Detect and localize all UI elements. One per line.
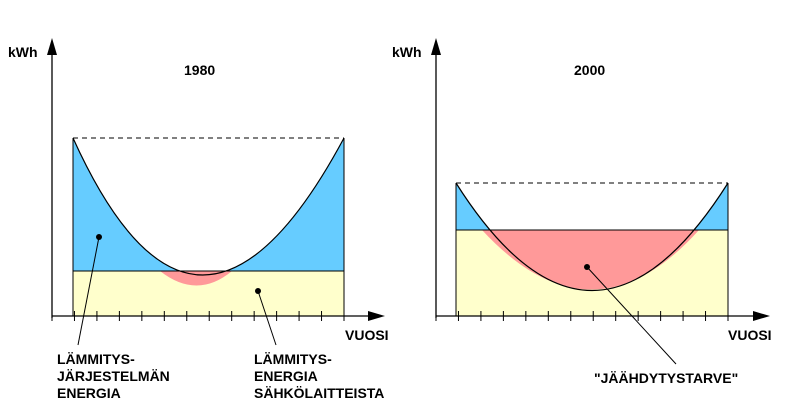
heating-system-label: LÄMMITYS- JÄRJESTELMÄN ENERGIA xyxy=(57,351,174,401)
x-axis-arrow-2000 xyxy=(753,311,770,321)
x-axis-arrow-1980 xyxy=(368,311,385,321)
appliance-heat-label: LÄMMITYS- ENERGIA SÄHKÖLAITTEISTA xyxy=(254,351,384,401)
appliance-heat-leader xyxy=(257,290,277,346)
x-axis-ticks-2000 xyxy=(435,311,729,321)
y-axis-arrow-2000 xyxy=(431,38,441,55)
demand-curve-1980 xyxy=(72,137,345,276)
heating-system-leader xyxy=(77,236,100,346)
y-axis-arrow-1980 xyxy=(47,38,57,55)
demand-curve-2000 xyxy=(455,182,729,291)
panel-title-1980: 1980 xyxy=(184,62,215,78)
x-axis-label-2000: VUOSI xyxy=(728,327,772,343)
panel-title-2000: 2000 xyxy=(574,62,605,78)
panel-2000: kWh 2000 VUOSI "JÄÄHDYTYSTARVE" xyxy=(392,38,772,386)
x-axis-label-1980: VUOSI xyxy=(345,327,389,343)
y-axis-label-1980: kWh xyxy=(8,44,38,60)
heating-system-area-1980 xyxy=(73,138,344,275)
cooling-need-label: "JÄÄHDYTYSTARVE" xyxy=(594,370,738,386)
panel-1980: kWh 1980 VUOSI LÄMMITYS- JÄRJESTELMÄN EN… xyxy=(8,38,389,401)
x-axis-ticks-1980 xyxy=(51,311,345,321)
y-axis-label-2000: kWh xyxy=(392,44,422,60)
cooling-need-leader xyxy=(586,266,677,365)
